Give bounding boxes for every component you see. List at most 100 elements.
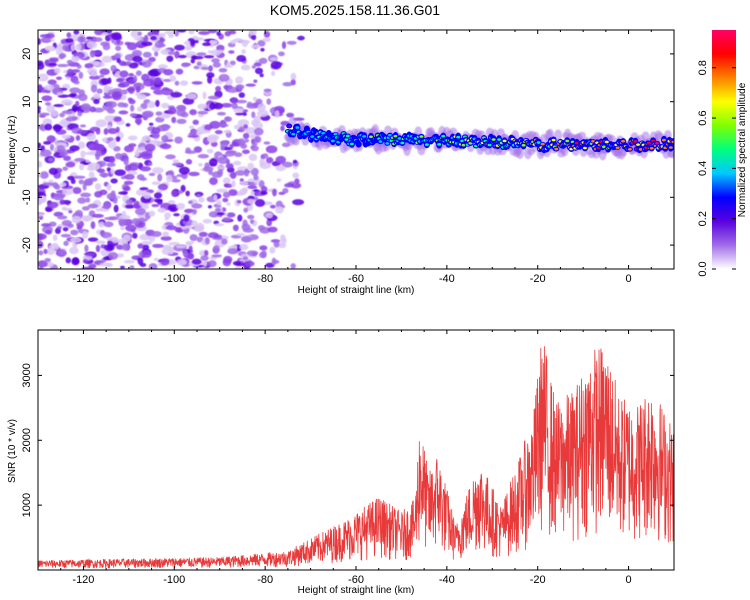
heatmap-cell: [127, 86, 135, 94]
heatmap-cell: [48, 157, 54, 162]
heatmap-cell: [55, 145, 66, 154]
heatmap-cell: [117, 102, 126, 108]
heatmap-cell: [245, 126, 257, 135]
heatmap-cell: [244, 260, 255, 267]
heatmap-cell: [188, 171, 200, 177]
heatmap-cell: [582, 146, 587, 150]
heatmap-cell: [119, 214, 131, 220]
heatmap-cell: [96, 150, 101, 157]
heatmap-cell: [84, 244, 89, 253]
heatmap-cell: [251, 111, 256, 119]
heatmap-cell: [50, 109, 59, 117]
heatmap-cell: [515, 146, 524, 160]
heatmap-cell: [265, 157, 274, 164]
heatmap-cell: [649, 146, 654, 150]
heatmap-cell: [269, 246, 276, 254]
heatmap-cell: [176, 109, 186, 117]
heatmap-cell: [174, 136, 183, 144]
heatmap-cell: [141, 41, 153, 47]
heatmap-cell: [174, 30, 179, 37]
heatmap-cell: [38, 240, 44, 249]
heatmap-cell: [137, 243, 144, 249]
y-tick-label: -10: [21, 189, 33, 205]
heatmap-cell: [278, 51, 285, 57]
heatmap-cell: [185, 190, 190, 197]
heatmap-cell: [53, 146, 58, 152]
heatmap-cell: [226, 212, 236, 218]
heatmap-cell: [282, 81, 293, 87]
heatmap-cell: [240, 64, 251, 71]
heatmap-cell: [127, 163, 139, 171]
y-tick-label: 10: [21, 96, 33, 108]
heatmap-cell: [188, 125, 195, 129]
heatmap-cell: [149, 80, 155, 87]
heatmap-cell: [168, 33, 175, 39]
heatmap-cell: [62, 188, 74, 196]
heatmap-cell: [242, 187, 249, 193]
heatmap-cell: [378, 140, 383, 143]
heatmap-cell: [217, 156, 229, 165]
heatmap-cell: [118, 110, 129, 115]
heatmap-cell: [85, 36, 93, 40]
heatmap-cell: [662, 138, 667, 142]
heatmap-cell: [139, 187, 149, 191]
heatmap-cell: [203, 55, 215, 59]
heatmap-cell: [196, 52, 207, 57]
heatmap-cell: [38, 160, 43, 168]
heatmap-cell: [73, 175, 86, 179]
heatmap-cell: [212, 61, 221, 68]
heatmap-cell: [133, 75, 138, 82]
heatmap-cell: [212, 245, 220, 254]
heatmap-cell: [441, 134, 446, 138]
heatmap-cell: [80, 192, 92, 198]
heatmap-cell: [127, 170, 138, 176]
heatmap-cell: [250, 145, 259, 152]
heatmap-cell: [61, 110, 73, 115]
heatmap-cell: [142, 243, 150, 251]
heatmap-cell: [195, 194, 202, 198]
heatmap-cell: [101, 205, 110, 209]
heatmap-cell: [113, 73, 120, 78]
heatmap-cell: [87, 203, 99, 209]
heatmap-cell: [621, 139, 626, 143]
heatmap-cell: [185, 240, 195, 245]
heatmap-cell: [87, 142, 100, 151]
heatmap-cell: [75, 135, 81, 141]
heatmap-cell: [221, 103, 233, 108]
heatmap-cell: [58, 120, 70, 126]
heatmap-cell: [456, 135, 461, 139]
heatmap-cell: [148, 172, 156, 177]
heatmap-cell: [295, 126, 300, 129]
heatmap-cell: [104, 115, 116, 122]
heatmap-cell: [178, 54, 187, 59]
heatmap-cell: [216, 165, 226, 170]
heatmap-cell: [161, 135, 169, 143]
heatmap-cell: [185, 45, 193, 51]
heatmap-cell: [254, 199, 266, 207]
heatmap-cell: [219, 123, 229, 127]
heatmap-cell: [176, 258, 188, 266]
heatmap-cell: [222, 146, 233, 151]
heatmap-cell: [251, 119, 259, 126]
heatmap-cell: [236, 232, 246, 237]
heatmap-cell: [253, 79, 258, 83]
heatmap-cell: [216, 31, 221, 36]
heatmap-cell: [247, 198, 256, 205]
heatmap-cell: [134, 92, 141, 96]
heatmap-cell: [491, 138, 496, 141]
heatmap-cell: [330, 139, 335, 143]
heatmap-cell: [235, 76, 244, 85]
heatmap-cell: [207, 205, 213, 209]
heatmap-cell: [160, 102, 170, 109]
heatmap-cell: [61, 206, 67, 211]
heatmap-cell: [47, 62, 58, 66]
heatmap-cell: [240, 235, 252, 243]
heatmap-cell: [53, 104, 64, 108]
heatmap-cell: [313, 129, 318, 132]
heatmap-cell: [100, 150, 106, 156]
heatmap-cell: [209, 102, 216, 110]
heatmap-cell: [292, 199, 305, 206]
heatmap-cell: [400, 141, 405, 145]
heatmap-cell: [269, 204, 276, 209]
heatmap-cell: [241, 49, 246, 54]
